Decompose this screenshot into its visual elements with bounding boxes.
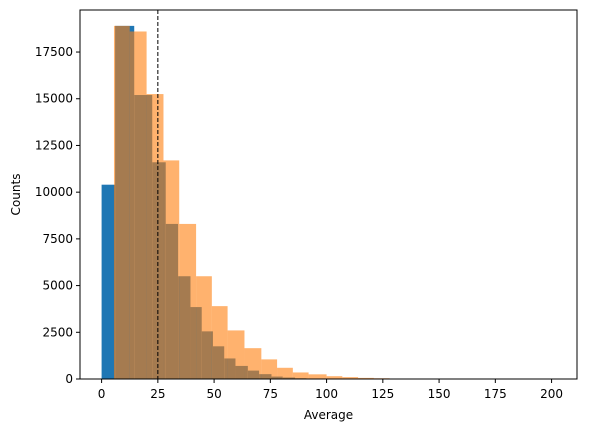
y-ticks: 0 2500 5000 7500 10000 12500 15000 17500 — [35, 45, 80, 386]
histogram-bar — [244, 348, 262, 379]
histogram-bar — [292, 372, 309, 379]
y-tick-label: 12500 — [35, 138, 73, 152]
axes-frame — [79, 9, 578, 380]
x-ticks: 0 25 50 75 100 125 150 175 200 — [98, 379, 563, 401]
histogram-bar — [342, 377, 359, 379]
histogram-bar — [227, 330, 245, 379]
y-tick-label: 10000 — [35, 185, 73, 199]
y-tick-label: 5000 — [42, 279, 73, 293]
y-tick-label: 17500 — [35, 45, 73, 59]
histogram-bar — [129, 31, 147, 379]
histogram-bar — [101, 184, 116, 379]
histogram-bar — [146, 94, 164, 379]
x-tick-label: 175 — [484, 387, 507, 401]
x-tick-label: 0 — [98, 387, 106, 401]
x-axis-label: Average — [304, 408, 353, 422]
x-tick-label: 25 — [150, 387, 165, 401]
histogram-bar — [179, 223, 197, 379]
histogram-bar — [196, 276, 212, 379]
y-tick-label: 2500 — [42, 325, 73, 339]
bars-layer — [101, 25, 552, 379]
histogram-bar — [211, 306, 228, 379]
histogram-bar — [358, 377, 374, 379]
histogram-bar — [261, 359, 278, 379]
y-tick-label: 7500 — [42, 232, 73, 246]
x-tick-label: 75 — [263, 387, 278, 401]
histogram-bar — [163, 160, 180, 379]
x-tick-label: 200 — [540, 387, 563, 401]
x-tick-label: 50 — [206, 387, 221, 401]
histogram-bar — [326, 376, 343, 379]
y-axis-label: Counts — [9, 174, 23, 216]
x-tick-label: 150 — [428, 387, 451, 401]
histogram-bar — [113, 25, 130, 379]
x-tick-label: 125 — [371, 387, 394, 401]
histogram-bar — [277, 367, 293, 379]
x-tick-label: 100 — [315, 387, 338, 401]
y-tick-label: 15000 — [35, 92, 73, 106]
y-tick-label: 0 — [65, 372, 73, 386]
histogram-bar — [308, 374, 327, 379]
